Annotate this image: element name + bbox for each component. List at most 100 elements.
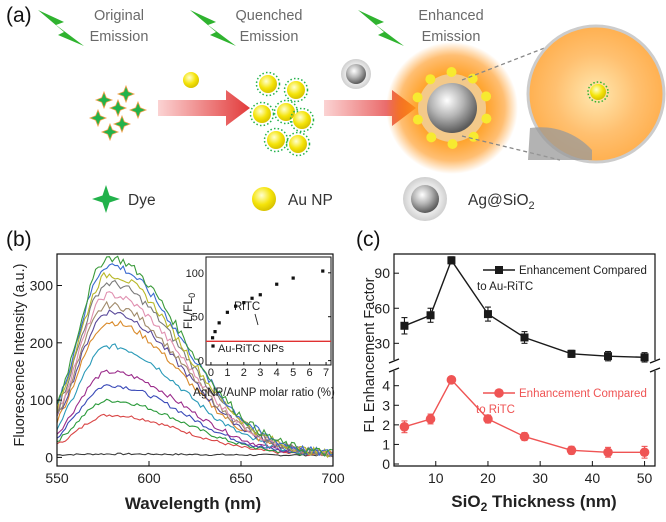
au-np-icon [289,135,307,153]
au-ritc-series-point [426,311,435,320]
dye-star-icon [92,185,120,213]
au-np-icon [412,92,423,103]
legend-black-marker [495,266,503,274]
inset-point [321,269,325,273]
y-tick-label: 90 [374,265,390,281]
y-tick-label: 0 [45,449,53,465]
legend-au-np: Au NP [252,187,333,211]
x-tick-label: 20 [480,470,496,486]
y-tick-label: 0 [382,456,390,472]
plot-frame [56,253,334,467]
stage-title-quenched-line2: Emission [240,29,299,45]
inset-point [213,330,217,334]
inset-x-tick-label: 7 [323,367,329,379]
inset-x-tick-label: 6 [307,367,313,379]
ritc-series-point [425,414,436,424]
legend-red-line2: to RiTC [476,404,515,416]
axis-break-mark [649,358,661,364]
stage-title-enhanced-line2: Emission [422,29,481,45]
dye-shell [289,107,315,133]
spectrum-line-s7 [56,320,334,458]
au-np-icon [481,113,492,124]
inset-x-tick-label: 2 [241,367,247,379]
y-tick-label: 2 [382,417,390,433]
dye-cluster [88,84,148,142]
arrow-right-icon [158,90,250,126]
legend-red-marker [494,388,504,398]
au-np-cluster [249,71,315,157]
au-ritc-series-line [404,258,645,358]
inset-point [210,336,215,340]
au-np-icon [426,132,437,143]
dye-star-icon [94,90,114,110]
au-np-icon [425,74,436,85]
dye-shell [249,101,275,127]
inset-y-tick-label: 50 [192,312,204,324]
spectrum-line-s12 [56,271,334,459]
panel-c: (c) FL Enhancement Factor SiO2 Thickness… [356,228,661,514]
dye-star-icon [116,84,136,104]
inset-annot-arrow [254,313,259,326]
au-np-small [183,72,199,88]
x-tick-label: 50 [637,470,653,486]
lower-frame [393,371,656,467]
au-np-icon [253,105,271,123]
spectrum-line-s2 [56,413,334,457]
dye-star-icon [108,98,128,118]
au-ritc-series-point [520,333,529,342]
legend-au-np-label: Au NP [288,192,333,209]
stage-title-enhanced-line1: Enhanced [418,8,483,24]
panel-a-label: (a) [6,4,32,27]
y-tick-label: 4 [382,378,390,394]
panel-b-ylabel: Fluorescence Intensity (a.u.) [12,264,28,447]
ritc-series-point [483,414,493,424]
ritc-series-point [519,431,530,442]
stage-title-original-line2: Emission [90,29,149,45]
dye-star-icon [112,114,132,134]
au-ritc-series-point [400,321,409,330]
au-np-icon [287,81,305,99]
dye-shell [263,127,289,153]
ag-sio2-small [341,59,371,89]
dye-shell [273,99,299,125]
y-tick-label: 1 [382,436,390,452]
ritc-series-point [639,447,650,458]
panel-b-xlabel: Wavelength (nm) [125,494,261,513]
spectrum-line-s13 [56,263,334,457]
axis-break-mark [388,367,400,373]
inset-xlabel: AgNP/AuNP molar ratio (%) [193,387,335,399]
lightning-icon [358,10,404,46]
panel-b-label: (b) [6,228,32,251]
panel-c-xlabel: SiO2 Thickness (nm) [451,492,616,514]
ritc-series-point [446,375,457,385]
inset-point [242,301,246,305]
axis-break-mark [388,358,400,364]
panel-c-ylabel: FL Enhancement Factor [362,277,378,432]
inset-x-tick-label: 0 [208,367,214,379]
x-tick-label: 30 [532,470,548,486]
au-ritc-series-point [640,353,649,362]
y-tick-label: 3 [382,397,390,413]
inset-point [275,282,279,286]
spectrum-line-s1 [56,452,334,457]
dye-shell [283,77,309,103]
x-tick-label: 40 [585,470,601,486]
dye-star-icon [88,108,108,128]
legend-ag-sio2: Ag@SiO2 [403,177,535,221]
au-ritc-series-point [483,310,492,319]
x-tick-label: 600 [137,470,161,486]
au-np-icon [267,131,285,149]
x-tick-label: 650 [229,470,253,486]
dye-star-icon [128,100,148,120]
au-np-icon [277,103,295,121]
y-tick-label: 200 [30,335,54,351]
stage-title-original-line1: Original [94,8,144,24]
legend-red-line1: Enhancement Compared [519,388,647,400]
spectrum-line-s9 [56,300,334,458]
au-np-icon [252,187,276,211]
au-np-icon [412,114,423,125]
inset-x-tick-label: 5 [290,367,296,379]
inset-x-tick-label: 4 [274,367,280,379]
spectrum-line-s6 [56,343,334,457]
inset-annot-np: Au-RiTC NPs [218,343,285,355]
